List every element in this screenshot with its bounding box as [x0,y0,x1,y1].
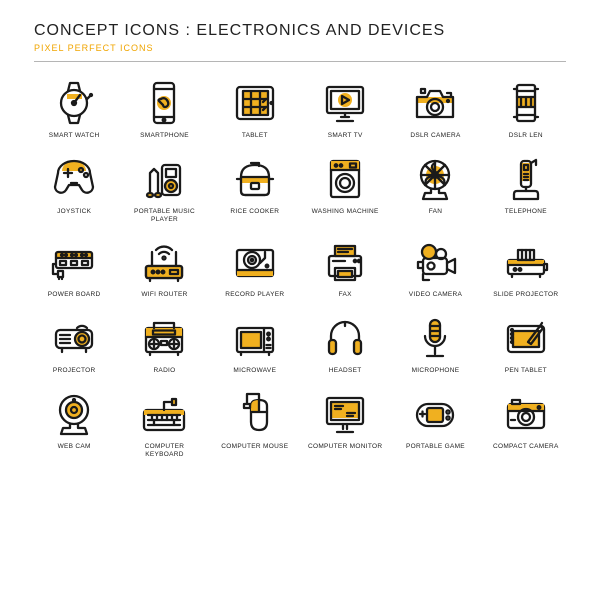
icon-label: SMARTPHONE [124,132,204,140]
computer-keyboard-icon [134,387,194,441]
telephone-icon [496,152,556,206]
icon-label: RADIO [124,367,204,375]
icon-cell: TELEPHONE [486,152,566,224]
joystick-icon [44,152,104,206]
icon-label: FAN [395,208,475,216]
icon-label: TABLET [215,132,295,140]
icon-cell: VIDEO CAMERA [395,235,475,299]
compact-camera-icon [496,387,556,441]
microphone-icon [405,311,465,365]
record-player-icon [225,235,285,289]
icon-grid: SMART WATCH SMARTPHONE TABLET [34,76,566,459]
icon-label: COMPUTER MONITOR [305,443,385,451]
icon-cell: SMART WATCH [34,76,114,140]
smartphone-icon [134,76,194,130]
video-camera-icon [405,235,465,289]
icon-cell: PROJECTOR [34,311,114,375]
divider [34,61,566,62]
rice-cooker-icon [225,152,285,206]
icon-cell: COMPUTER KEYBOARD [124,387,204,459]
icon-cell: MICROPHONE [395,311,475,375]
tablet-icon [225,76,285,130]
icon-label: RICE COOKER [215,208,295,216]
headset-icon [315,311,375,365]
fax-icon [315,235,375,289]
icon-cell: DSLR LEN [486,76,566,140]
smart-watch-icon [44,76,104,130]
icon-label: WASHING MACHINE [305,208,385,216]
icon-cell: PEN TABLET [486,311,566,375]
icon-cell: DSLR CAMERA [395,76,475,140]
icon-cell: WASHING MACHINE [305,152,385,224]
icon-label: SMART WATCH [34,132,114,140]
projector-icon [44,311,104,365]
icon-cell: SMART TV [305,76,385,140]
washing-machine-icon [315,152,375,206]
icon-cell: MICROWAVE [215,311,295,375]
icon-label: HEADSET [305,367,385,375]
icon-cell: RADIO [124,311,204,375]
icon-cell: HEADSET [305,311,385,375]
portable-music-player-icon [134,152,194,206]
icon-label: PORTABLE MUSIC PLAYER [124,208,204,224]
fan-icon [405,152,465,206]
icon-cell: PORTABLE MUSIC PLAYER [124,152,204,224]
smart-tv-icon [315,76,375,130]
icon-label: TELEPHONE [486,208,566,216]
icon-label: COMPACT CAMERA [486,443,566,451]
power-board-icon [44,235,104,289]
icon-cell: WIFI ROUTER [124,235,204,299]
icon-label: COMPUTER KEYBOARD [124,443,204,459]
icon-label: COMPUTER MOUSE [215,443,295,451]
dslr-camera-icon [405,76,465,130]
icon-label: MICROWAVE [215,367,295,375]
icon-label: MICROPHONE [395,367,475,375]
icon-cell: RICE COOKER [215,152,295,224]
slide-projector-icon [496,235,556,289]
icon-label: PEN TABLET [486,367,566,375]
icon-cell: JOYSTICK [34,152,114,224]
icon-label: POWER BOARD [34,291,114,299]
icon-cell: RECORD PLAYER [215,235,295,299]
icon-label: DSLR CAMERA [395,132,475,140]
pen-tablet-icon [496,311,556,365]
icon-label: DSLR LEN [486,132,566,140]
icon-label: FAX [305,291,385,299]
wifi-router-icon [134,235,194,289]
icon-label: PROJECTOR [34,367,114,375]
icon-cell: COMPUTER MOUSE [215,387,295,459]
icon-label: WEB CAM [34,443,114,451]
icon-cell: PORTABLE GAME [395,387,475,459]
icon-label: SMART TV [305,132,385,140]
radio-icon [134,311,194,365]
icon-cell: FAX [305,235,385,299]
icon-label: WIFI ROUTER [124,291,204,299]
icon-label: SLIDE PROJECTOR [486,291,566,299]
microwave-icon [225,311,285,365]
computer-monitor-icon [315,387,375,441]
icon-cell: SMARTPHONE [124,76,204,140]
icon-cell: TABLET [215,76,295,140]
icon-cell: SLIDE PROJECTOR [486,235,566,299]
page-title: CONCEPT ICONS : ELECTRONICS AND DEVICES [34,22,566,40]
dslr-len-icon [496,76,556,130]
icon-cell: WEB CAM [34,387,114,459]
page-subtitle: PIXEL PERFECT ICONS [34,43,566,53]
computer-mouse-icon [225,387,285,441]
icon-label: RECORD PLAYER [215,291,295,299]
icon-label: PORTABLE GAME [395,443,475,451]
portable-game-icon [405,387,465,441]
icon-cell: FAN [395,152,475,224]
icon-cell: COMPACT CAMERA [486,387,566,459]
web-cam-icon [44,387,104,441]
icon-label: VIDEO CAMERA [395,291,475,299]
icon-cell: COMPUTER MONITOR [305,387,385,459]
icon-label: JOYSTICK [34,208,114,216]
icon-cell: POWER BOARD [34,235,114,299]
